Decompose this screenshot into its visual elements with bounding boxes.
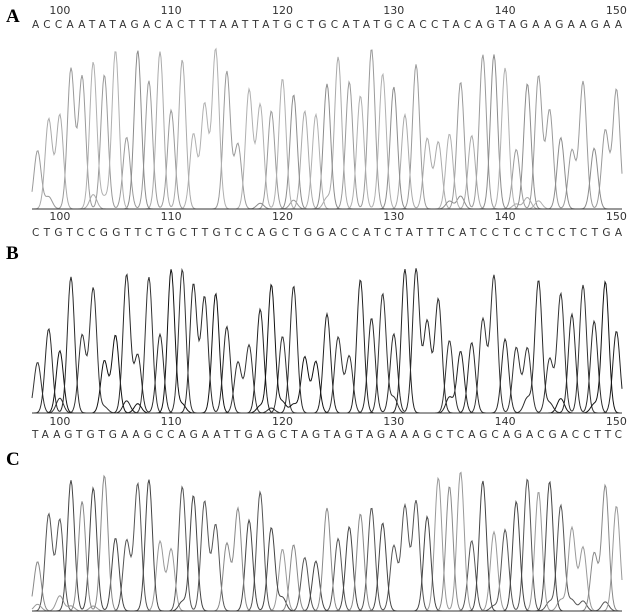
position-number: 100	[49, 4, 70, 17]
position-number: 100	[49, 210, 70, 223]
figure: AACCAATATAGACACTTTAATTATGCTGCATATGCACCTA…	[0, 0, 641, 613]
position-number: 130	[383, 415, 404, 428]
position-number: 120	[272, 210, 293, 223]
position-number: 150	[606, 415, 627, 428]
position-number: 120	[272, 4, 293, 17]
position-number: 110	[161, 415, 182, 428]
panel-label: C	[6, 449, 20, 470]
position-number: 150	[606, 4, 627, 17]
position-number: 140	[495, 4, 516, 17]
panel-label: A	[6, 6, 20, 27]
position-number: 140	[495, 415, 516, 428]
position-number: 110	[161, 4, 182, 17]
position-number: 100	[49, 415, 70, 428]
position-number: 120	[272, 415, 293, 428]
position-number: 130	[383, 210, 404, 223]
position-number: 130	[383, 4, 404, 17]
position-number: 150	[606, 210, 627, 223]
panel-label: B	[6, 243, 19, 264]
position-number: 110	[161, 210, 182, 223]
position-number: 140	[495, 210, 516, 223]
